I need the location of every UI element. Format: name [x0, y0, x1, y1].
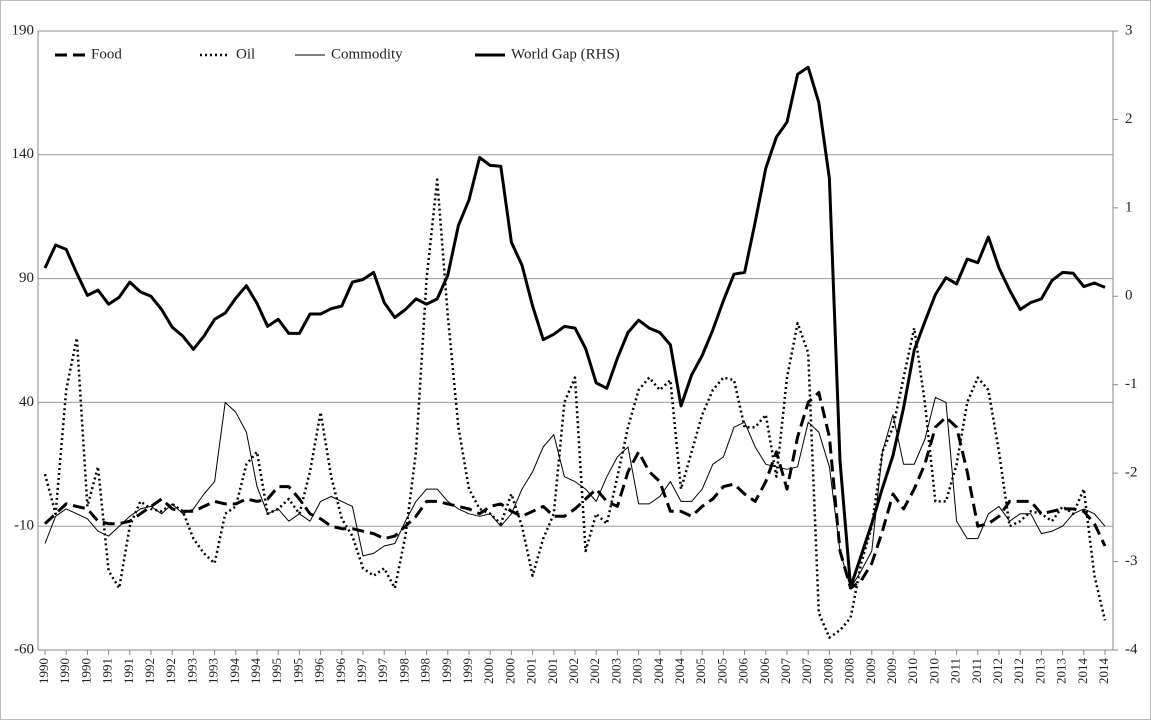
x-tick-label: 2011: [948, 658, 963, 684]
x-tick-label: 2007: [799, 658, 814, 685]
x-tick-label: 1998: [418, 658, 433, 684]
x-tick-label: 1998: [396, 658, 411, 684]
x-tick-label: 2008: [842, 658, 857, 684]
x-tick-label: 2011: [969, 658, 984, 684]
x-tick-label: 2012: [1011, 658, 1026, 684]
x-tick-label: 1993: [184, 658, 199, 684]
x-tick-label: 1995: [269, 658, 284, 684]
x-tick-label: 2009: [884, 658, 899, 684]
x-tick-label: 2012: [990, 658, 1005, 684]
x-tick-label: 1990: [78, 658, 93, 684]
x-tick-label: 2001: [545, 658, 560, 684]
y-tick-label: 140: [12, 146, 35, 162]
x-tick-label: 2013: [1032, 658, 1047, 684]
x-tick-label: 1996: [312, 658, 327, 685]
legend-label: Commodity: [331, 46, 403, 62]
y2-tick-label: 1: [1125, 199, 1133, 215]
x-tick-label: 1999: [460, 658, 475, 684]
x-tick-label: 2001: [524, 658, 539, 684]
x-tick-label: 1993: [206, 658, 221, 684]
x-tick-label: 1990: [57, 658, 72, 684]
x-tick-label: 2005: [714, 658, 729, 684]
x-tick-label: 2000: [481, 658, 496, 684]
x-tick-label: 2003: [608, 658, 623, 684]
y-tick-label: -10: [14, 518, 34, 534]
x-tick-label: 2010: [926, 658, 941, 684]
x-tick-label: 1992: [142, 658, 157, 684]
x-tick-label: 2004: [651, 658, 666, 685]
x-tick-label: 2014: [1075, 658, 1090, 685]
x-tick-label: 2010: [905, 658, 920, 684]
x-tick-label: 2006: [757, 658, 772, 685]
y2-tick-label: -1: [1125, 376, 1138, 392]
y-tick-label: 90: [19, 270, 34, 286]
y-tick-label: -60: [14, 641, 34, 657]
series-line: [43, 391, 1107, 590]
x-tick-label: 1999: [439, 658, 454, 684]
x-tick-label: 2003: [630, 658, 645, 684]
x-tick-label: 1995: [290, 658, 305, 684]
legend-label: Food: [91, 46, 122, 62]
legend-label: World Gap (RHS): [511, 46, 620, 62]
y-tick-label: 190: [12, 22, 35, 38]
legend-label: Oil: [236, 46, 255, 62]
x-tick-label: 2008: [820, 658, 835, 684]
series-line: [43, 178, 1107, 639]
x-tick-label: 1991: [100, 658, 115, 684]
x-tick-label: 2009: [863, 658, 878, 684]
x-tick-label: 2004: [672, 658, 687, 685]
x-tick-label: 2000: [502, 658, 517, 684]
x-tick-label: 1997: [375, 658, 390, 685]
x-tick-label: 1994: [248, 658, 263, 685]
x-tick-label: 1996: [333, 658, 348, 685]
y-tick-label: 40: [19, 394, 34, 410]
x-tick-label: 2014: [1096, 658, 1111, 685]
y2-tick-label: 0: [1125, 288, 1133, 304]
x-tick-label: 2013: [1054, 658, 1069, 684]
x-tick-label: 2002: [587, 658, 602, 684]
series-line: [43, 65, 1106, 589]
x-tick-label: 2006: [736, 658, 751, 685]
x-tick-label: 1994: [227, 658, 242, 685]
x-tick-label: 1991: [121, 658, 136, 684]
x-tick-label: 1990: [36, 658, 51, 684]
x-tick-label: 2002: [566, 658, 581, 684]
y2-tick-label: 2: [1125, 111, 1133, 127]
x-tick-label: 2007: [778, 658, 793, 685]
y2-tick-label: -4: [1125, 641, 1138, 657]
y2-tick-label: -2: [1125, 465, 1138, 481]
x-tick-label: 1992: [163, 658, 178, 684]
y2-tick-label: -3: [1125, 553, 1138, 569]
x-tick-label: 2005: [693, 658, 708, 684]
x-tick-label: 1997: [354, 658, 369, 685]
y2-tick-label: 3: [1125, 22, 1133, 38]
series-line: [44, 396, 1106, 589]
